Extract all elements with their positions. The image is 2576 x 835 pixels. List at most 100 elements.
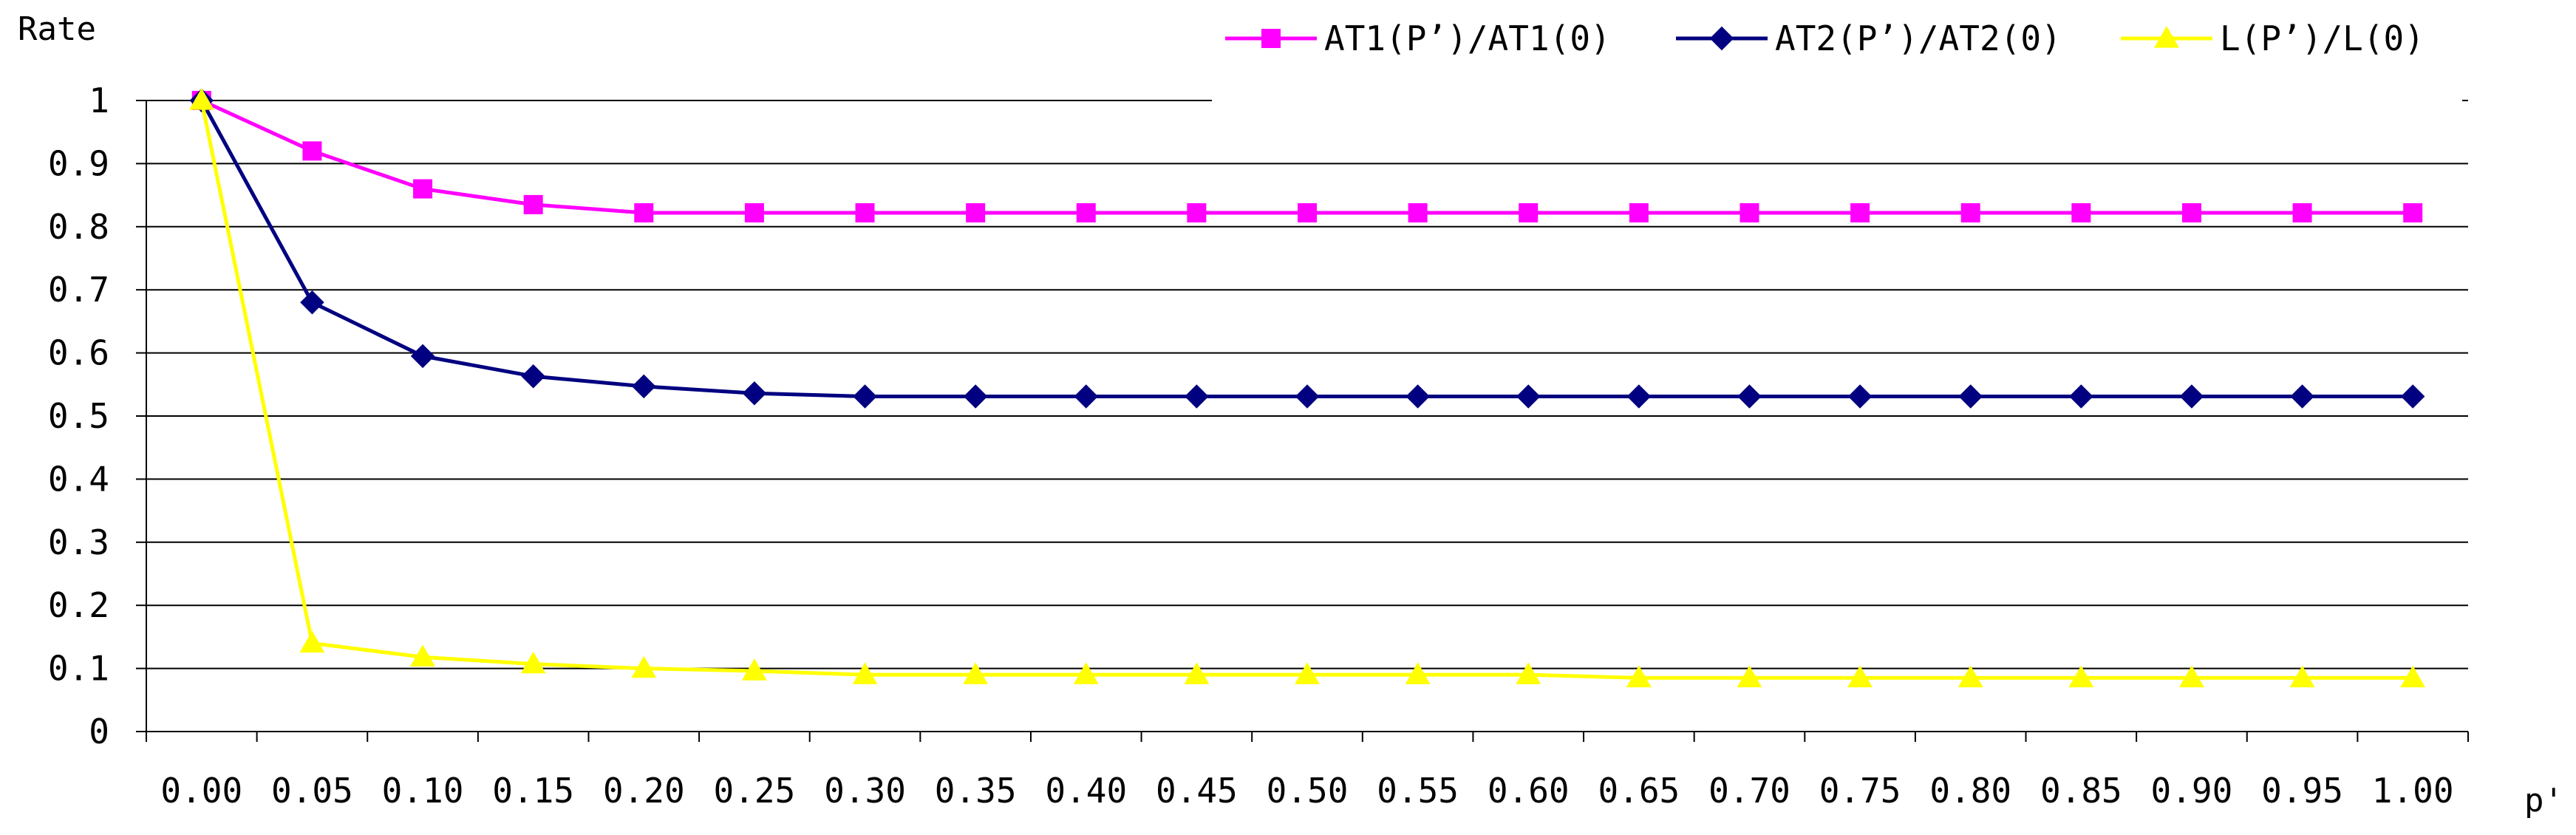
data-point [410, 644, 435, 667]
data-point [1850, 203, 1870, 223]
data-point [742, 381, 767, 406]
x-tick-label: 0.40 [1045, 771, 1127, 811]
data-point [2071, 203, 2091, 223]
data-point [1073, 662, 1099, 684]
data-point [521, 364, 545, 389]
data-point [1626, 665, 1652, 688]
data-point [2068, 665, 2094, 688]
data-point [2179, 384, 2204, 409]
data-point [2181, 203, 2201, 223]
data-point [853, 384, 877, 409]
y-tick-label: 0.5 [48, 396, 109, 436]
data-point [1295, 384, 1320, 409]
data-point [2400, 384, 2425, 409]
y-tick-label: 0.9 [48, 143, 109, 183]
data-point [302, 141, 322, 161]
data-point [966, 203, 986, 223]
y-axis-title: Rate [18, 10, 96, 48]
data-point [1960, 203, 1980, 223]
y-tick-label: 0.4 [48, 459, 109, 499]
data-point [1516, 662, 1541, 684]
x-tick-label: 0.70 [1708, 771, 1790, 811]
x-tick-label: 0.30 [824, 771, 906, 811]
series-lines [188, 88, 2426, 688]
legend-swatch-marker [2154, 26, 2179, 48]
data-point [1847, 665, 1873, 688]
data-point [1847, 384, 1873, 409]
legend-swatch-marker [1709, 26, 1734, 51]
data-point [2289, 665, 2315, 688]
series-2 [189, 88, 2425, 409]
x-tick-label: 0.90 [2151, 771, 2233, 811]
legend-label: AT1(P’)/AT1(0) [1324, 18, 1611, 58]
y-tick-label: 0.2 [48, 585, 109, 625]
data-point [299, 630, 325, 653]
y-tick-label: 0.6 [48, 333, 109, 373]
y-tick-label: 0.1 [48, 649, 109, 689]
data-point [1187, 203, 1207, 223]
y-tick-label: 0.8 [48, 207, 109, 247]
y-tick-label: 1 [89, 81, 109, 120]
x-tick-label: 1.00 [2372, 771, 2454, 811]
data-point [2292, 203, 2312, 223]
data-point [2290, 384, 2314, 409]
data-point [1629, 203, 1649, 223]
y-tick-label: 0 [89, 712, 109, 752]
y-tick-label: 0.7 [48, 270, 109, 310]
legend: AT1(P’)/AT1(0) AT2(P’)/AT2(0) L(P’)/L(0) [1225, 18, 2425, 58]
x-tick-label: 0.20 [603, 771, 685, 811]
data-point [1626, 384, 1652, 409]
data-point [1295, 662, 1320, 684]
data-point [1074, 384, 1099, 409]
x-tick-label: 0.45 [1156, 771, 1238, 811]
x-tick-label: 0.55 [1377, 771, 1459, 811]
data-point [2403, 203, 2423, 223]
series-line [200, 99, 2413, 399]
x-tick-label: 0.25 [714, 771, 796, 811]
series-3 [188, 88, 2426, 688]
data-point [1298, 203, 1317, 223]
data-point [188, 88, 214, 110]
data-point [2069, 384, 2093, 409]
legend-item-3: L(P’)/L(0) [2121, 18, 2425, 58]
x-tick-label: 0.35 [935, 771, 1017, 811]
data-point [1957, 665, 1983, 688]
x-tick-label: 0.85 [2040, 771, 2122, 811]
data-point [963, 662, 989, 684]
x-tick-label: 0.10 [382, 771, 464, 811]
data-point [1737, 665, 1762, 688]
data-point [1740, 203, 1759, 223]
data-point [1408, 203, 1428, 223]
data-point [413, 179, 433, 199]
data-point [1184, 662, 1210, 684]
data-point [410, 344, 435, 369]
data-point [742, 658, 767, 681]
data-point [1405, 662, 1431, 684]
series-1 [191, 91, 2423, 223]
legend-item-2: AT2(P’)/AT2(0) [1676, 18, 2062, 58]
x-axis-title: p' [2524, 782, 2563, 819]
data-point [300, 290, 324, 315]
x-tick-label: 0.15 [492, 771, 574, 811]
data-point [2179, 665, 2204, 688]
x-tick-label: 0.95 [2261, 771, 2343, 811]
x-tick-label: 0.05 [271, 771, 353, 811]
x-tick-label: 0.65 [1598, 771, 1680, 811]
data-point [852, 662, 878, 684]
data-point [631, 655, 657, 678]
gridlines [146, 100, 2468, 669]
data-point [2400, 665, 2426, 688]
data-point [1958, 384, 1983, 409]
data-point [634, 203, 654, 223]
legend-swatch-marker [1261, 29, 1281, 48]
x-tick-label: 0.00 [160, 771, 242, 811]
legend-label: AT2(P’)/AT2(0) [1775, 18, 2062, 58]
legend-label: L(P’)/L(0) [2220, 18, 2425, 58]
data-point [520, 651, 546, 674]
data-point [963, 384, 988, 409]
tick-labels: 0 0.1 0.2 0.3 0.4 0.5 0.6 0.7 0.8 0.9 1 0.00 0.05 0.1… [48, 81, 2454, 811]
data-point [632, 374, 656, 399]
legend-item-1: AT1(P’)/AT1(0) [1225, 18, 1611, 58]
data-point [1076, 203, 1096, 223]
